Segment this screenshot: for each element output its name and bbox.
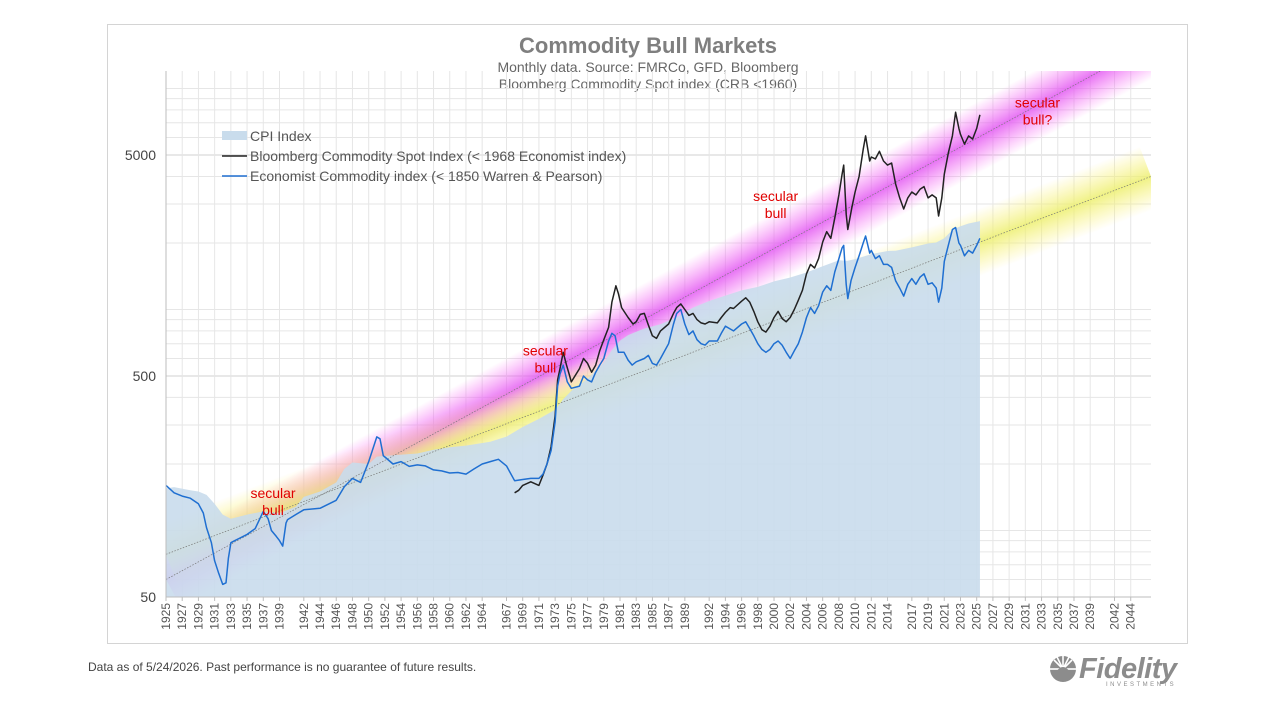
x-tick-label: 1958 <box>427 603 441 630</box>
x-tick-label: 2021 <box>937 603 951 630</box>
x-tick-label: 1962 <box>459 603 473 630</box>
x-tick-label: 2006 <box>816 603 830 630</box>
y-tick-label: 500 <box>133 368 157 384</box>
fidelity-logo: Fidelity INVESTMENTS <box>1050 653 1179 688</box>
x-tick-label: 2000 <box>767 603 781 630</box>
legend: CPI Index Bloomberg Commodity Spot Index … <box>222 128 626 184</box>
annotation-text: bull <box>262 502 284 518</box>
x-tick-label: 1927 <box>175 603 189 630</box>
x-tick-label: 2027 <box>986 603 1000 630</box>
chart-title: Commodity Bull Markets <box>519 33 777 58</box>
x-tick-label: 2019 <box>921 603 935 630</box>
x-tick-label: 2029 <box>1002 603 1016 630</box>
x-tick-label: 2004 <box>799 603 813 630</box>
trend-line <box>166 176 1151 555</box>
x-tick-label: 1985 <box>645 603 659 630</box>
legend-swatch-cpi <box>222 131 247 140</box>
x-tick-label: 1939 <box>272 603 286 630</box>
x-tick-label: 1931 <box>208 603 222 630</box>
legend-label: CPI Index <box>250 128 311 144</box>
x-tick-label: 1975 <box>564 603 578 630</box>
annotation-text: secular <box>250 485 295 501</box>
x-tick-label: 1929 <box>191 603 205 630</box>
annotation-text: secular <box>1015 95 1060 111</box>
x-tick-label: 2033 <box>1035 603 1049 630</box>
x-tick-label: 2012 <box>864 603 878 630</box>
x-tick-label: 1981 <box>613 603 627 630</box>
x-tick-label: 1989 <box>678 603 692 630</box>
chart-svg: Commodity Bull Markets Monthly data. Sou… <box>125 33 1151 630</box>
trend-lines <box>166 71 1151 580</box>
x-tick-label: 2035 <box>1051 603 1065 630</box>
chart-subtitle-line-1: Monthly data. Source: FMRCo, GFD, Bloomb… <box>497 59 798 75</box>
x-tick-label: 1973 <box>548 603 562 630</box>
y-tick-label: 5000 <box>125 147 156 163</box>
x-tick-label: 1979 <box>597 603 611 630</box>
x-tick-label: 2023 <box>953 603 967 630</box>
logo-burst-icon <box>1050 656 1076 682</box>
x-tick-label: 2044 <box>1124 603 1138 630</box>
cpi-area-layer <box>166 221 980 597</box>
x-tick-label: 2042 <box>1108 603 1122 630</box>
x-tick-label: 1946 <box>329 603 343 630</box>
annotation-text: bull <box>765 205 787 221</box>
y-tick-label: 50 <box>140 589 156 605</box>
legend-label: Economist Commodity index (< 1850 Warren… <box>250 168 602 184</box>
x-tick-label: 1925 <box>159 603 173 630</box>
x-tick-label: 2031 <box>1018 603 1032 630</box>
x-tick-label: 1952 <box>378 603 392 630</box>
x-tick-label: 1967 <box>499 603 513 630</box>
cpi-area <box>166 221 980 597</box>
annotation-text: bull <box>535 359 557 375</box>
x-tick-label: 1983 <box>629 603 643 630</box>
x-tick-label: 1954 <box>394 603 408 630</box>
economist-index-line <box>166 226 981 586</box>
x-tick-label: 1944 <box>313 603 327 630</box>
x-tick-label: 1994 <box>718 603 732 630</box>
legend-label: Bloomberg Commodity Spot Index (< 1968 E… <box>250 148 626 164</box>
x-tick-label: 1935 <box>240 603 254 630</box>
axes: 50 500 5000 1925 1927 1929 1931 1933 1935 1937 193… <box>125 71 1151 630</box>
logo-wordmark: Fidelity <box>1079 653 1179 685</box>
x-tick-label: 1977 <box>581 603 595 630</box>
bloomberg-spot-line <box>514 111 981 494</box>
x-tick-label: 2025 <box>970 603 984 630</box>
x-tick-label: 1971 <box>532 603 546 630</box>
annotation-text: secular <box>523 342 568 358</box>
x-tick-label: 1933 <box>224 603 238 630</box>
series-lines <box>166 111 981 586</box>
x-tick-label: 1960 <box>443 603 457 630</box>
x-tick-label: 1942 <box>297 603 311 630</box>
annotation-text: secular <box>753 188 798 204</box>
chart-frame: Commodity Bull Markets Monthly data. Sou… <box>107 24 1188 644</box>
x-tick-label: 1948 <box>345 603 359 630</box>
x-tick-label: 1964 <box>475 603 489 630</box>
x-tick-label: 1950 <box>362 603 376 630</box>
chart-subtitle-line-2: Bloomberg Commodity Spot index (CRB <196… <box>499 76 797 92</box>
x-tick-label: 1956 <box>410 603 424 630</box>
x-tick-label: 2010 <box>848 603 862 630</box>
x-tick-label: 1996 <box>735 603 749 630</box>
annotation-text: bull? <box>1023 112 1053 128</box>
x-tick-label: 1937 <box>256 603 270 630</box>
x-tick-label: 2039 <box>1083 603 1097 630</box>
x-tick-label: 1998 <box>751 603 765 630</box>
trend-line <box>166 71 1102 580</box>
x-tick-label: 1992 <box>702 603 716 630</box>
annotations: secularbullsecularbullsecularbullsecular… <box>250 95 1060 519</box>
logo-subtitle: INVESTMENTS <box>1106 682 1176 688</box>
x-tick-label: 2037 <box>1067 603 1081 630</box>
x-tick-label: 2017 <box>905 603 919 630</box>
x-tick-label: 2014 <box>881 603 895 630</box>
x-tick-label: 2008 <box>832 603 846 630</box>
x-tick-label: 1969 <box>516 603 530 630</box>
x-tick-label: 2002 <box>783 603 797 630</box>
footnote: Data as of 5/24/2026. Past performance i… <box>88 660 477 674</box>
x-tick-label: 1987 <box>662 603 676 630</box>
